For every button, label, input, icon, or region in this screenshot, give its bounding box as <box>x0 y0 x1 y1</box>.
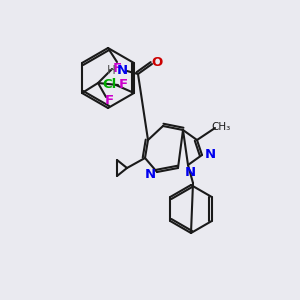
Text: N: N <box>144 167 156 181</box>
Text: O: O <box>152 56 163 70</box>
Text: N: N <box>184 167 196 179</box>
Text: H: H <box>106 64 116 77</box>
Text: CH₃: CH₃ <box>212 122 231 132</box>
Text: N: N <box>116 64 128 76</box>
Text: F: F <box>112 61 122 74</box>
Text: F: F <box>118 79 127 92</box>
Text: N: N <box>204 148 216 160</box>
Text: F: F <box>104 94 114 107</box>
Text: Cl: Cl <box>103 79 117 92</box>
